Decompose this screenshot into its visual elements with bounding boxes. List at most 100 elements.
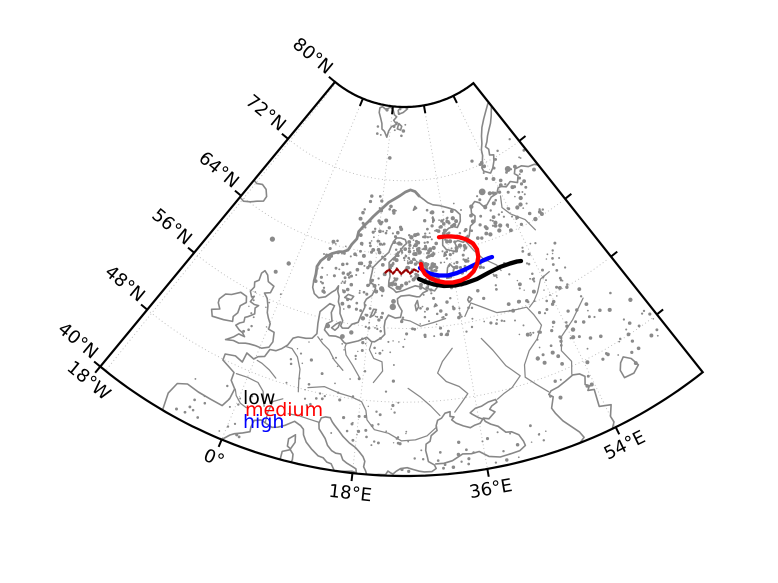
speckle — [470, 306, 474, 310]
speckle — [415, 262, 418, 265]
speckle — [423, 235, 427, 239]
speckle — [407, 240, 412, 244]
speckle — [489, 321, 493, 325]
speckle — [433, 268, 437, 272]
speckle — [389, 263, 394, 268]
island-dot — [391, 299, 396, 304]
speckle — [483, 225, 488, 229]
speckle — [315, 266, 319, 270]
speckle — [445, 257, 449, 260]
speckle — [467, 257, 470, 260]
speckle — [478, 198, 482, 202]
speckle — [493, 220, 498, 225]
speckle — [502, 449, 505, 453]
speckle — [442, 466, 445, 470]
speckle — [461, 253, 465, 257]
speckle — [563, 266, 567, 269]
speckle — [545, 308, 549, 311]
lon-tick-bottom-18 — [350, 472, 354, 482]
speckle — [480, 236, 484, 240]
speckle — [336, 239, 339, 243]
speckle — [426, 240, 429, 244]
speckle — [400, 249, 404, 253]
speckle — [368, 307, 372, 310]
speckle — [431, 216, 434, 220]
speckle — [254, 291, 257, 293]
speckle — [457, 440, 461, 444]
lon-tick-bottom--18.9 — [94, 365, 102, 374]
speckle — [436, 229, 441, 233]
lat-label-80N: 80°N — [288, 34, 336, 79]
speckle — [464, 227, 468, 232]
speckle — [433, 335, 436, 338]
speckle — [525, 262, 529, 265]
speckle — [438, 451, 442, 454]
speckle — [482, 296, 486, 301]
speckle — [456, 452, 461, 457]
speckle — [545, 430, 547, 432]
speckle — [368, 241, 372, 245]
speckle — [285, 381, 288, 384]
speckle — [475, 236, 480, 240]
speckle — [525, 299, 529, 303]
speckle — [407, 249, 412, 254]
speckle — [395, 121, 399, 125]
speckle — [175, 407, 178, 411]
speckle — [341, 271, 345, 275]
speckle — [387, 226, 391, 230]
speckle — [373, 346, 376, 350]
speckle — [191, 408, 195, 412]
speckle — [374, 352, 377, 354]
speckle — [419, 283, 422, 286]
speckle — [396, 254, 400, 258]
speckle — [390, 408, 393, 410]
speckle — [402, 237, 405, 240]
speckle — [529, 334, 532, 337]
speckle — [434, 229, 436, 232]
speckle — [309, 358, 313, 362]
speckle — [369, 219, 372, 223]
speckle — [484, 177, 488, 181]
coastline-zealand — [330, 321, 342, 332]
speckle — [364, 325, 367, 329]
speckle — [535, 356, 540, 361]
speckle — [550, 329, 554, 333]
speckle — [531, 272, 534, 276]
speckle — [397, 251, 400, 254]
speckle — [542, 360, 547, 365]
river-po — [287, 413, 320, 423]
speckle — [346, 272, 350, 277]
speckle — [226, 425, 230, 428]
speckle — [409, 274, 413, 278]
speckle — [412, 252, 416, 256]
speckle — [407, 233, 411, 237]
speckle — [374, 230, 376, 232]
speckle — [330, 432, 333, 434]
speckle — [304, 388, 306, 391]
speckle — [372, 283, 377, 288]
speckle — [479, 160, 484, 165]
speckle — [453, 262, 456, 265]
speckle — [496, 149, 499, 153]
speckle — [250, 312, 253, 315]
speckle — [518, 287, 521, 290]
speckle — [413, 327, 417, 331]
speckle — [334, 243, 337, 245]
island-dot — [360, 316, 366, 321]
speckle — [444, 238, 447, 241]
speckle — [586, 347, 589, 350]
speckle — [515, 218, 518, 221]
speckle — [368, 321, 371, 324]
speckle — [377, 219, 381, 223]
speckle — [549, 294, 551, 296]
speckle — [361, 253, 366, 258]
speckle — [404, 254, 408, 258]
speckle — [321, 266, 324, 269]
speckle — [365, 435, 368, 439]
speckle — [389, 204, 393, 209]
speckle — [581, 320, 586, 324]
speckle — [334, 356, 338, 359]
speckle — [355, 301, 359, 305]
